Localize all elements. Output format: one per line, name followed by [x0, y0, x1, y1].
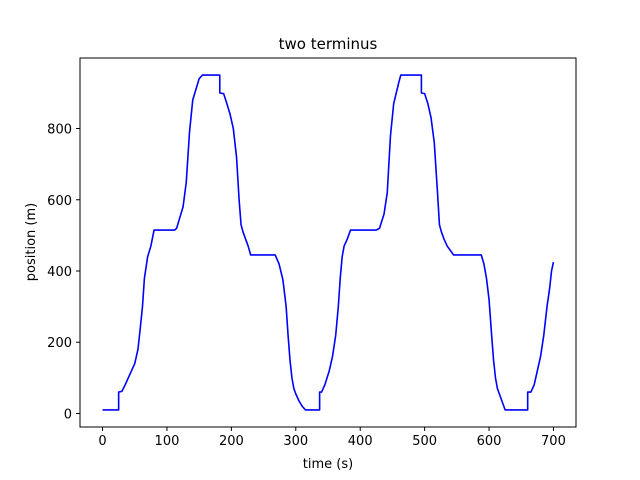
- x-tick-label: 0: [98, 434, 106, 449]
- chart-title: two terminus: [279, 35, 378, 53]
- y-tick-label: 600: [47, 194, 72, 209]
- y-tick-label: 200: [47, 336, 72, 351]
- x-tick-label: 300: [283, 434, 308, 449]
- x-tick-label: 200: [219, 434, 244, 449]
- plot-area: [102, 74, 555, 411]
- x-tick-label: 700: [541, 434, 566, 449]
- y-axis: 0 200 400 600 800: [47, 123, 80, 422]
- x-tick-label: 600: [477, 434, 502, 449]
- y-tick-label: 0: [64, 407, 72, 422]
- x-tick-label: 100: [155, 434, 180, 449]
- series-line-0: [102, 74, 555, 411]
- x-tick-label: 400: [348, 434, 373, 449]
- axes-frame: [79, 57, 577, 428]
- x-tick-label: 500: [412, 434, 437, 449]
- y-tick-label: 400: [47, 265, 72, 280]
- x-axis-label: time (s): [303, 457, 353, 472]
- x-axis: 0 100 200 300 400 500 600 700: [98, 427, 566, 449]
- y-tick-label: 800: [47, 123, 72, 138]
- y-axis-label: position (m): [24, 203, 39, 281]
